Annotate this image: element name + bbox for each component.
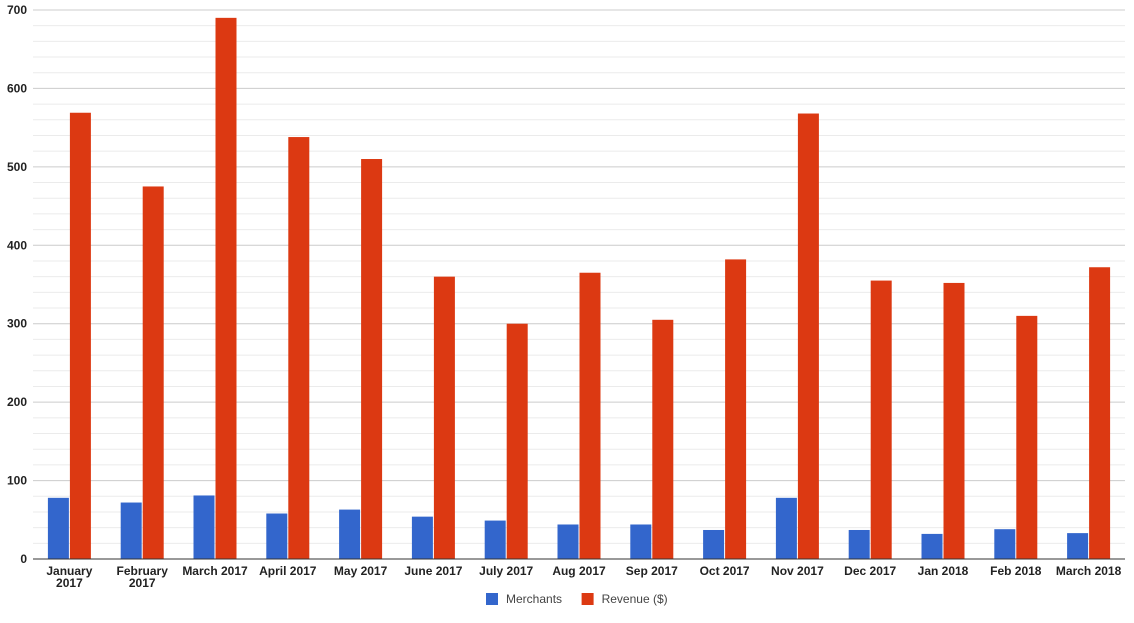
gridlines	[33, 9, 1125, 544]
legend-swatch-revenue	[581, 593, 594, 605]
x-tick-label: May 2017	[334, 564, 388, 578]
bar-revenue	[288, 137, 310, 559]
bar-revenue	[361, 159, 383, 559]
x-tick-label: Aug 2017	[552, 564, 606, 578]
legend-label-merchants: Merchants	[506, 592, 562, 606]
bar-merchants	[47, 497, 69, 559]
legend-label-revenue: Revenue ($)	[602, 592, 668, 606]
x-tick-label: March 2017	[182, 564, 248, 578]
bars	[47, 17, 1111, 560]
bar-revenue	[1016, 315, 1038, 559]
bar-merchants	[411, 516, 433, 559]
bar-merchants	[557, 524, 579, 559]
y-tick-label: 0	[20, 552, 27, 566]
y-tick-label: 300	[7, 317, 27, 331]
bar-merchants	[775, 497, 797, 559]
bar-merchants	[921, 533, 943, 559]
bar-merchants	[266, 513, 288, 559]
x-tick-label: Oct 2017	[700, 564, 750, 578]
bar-revenue	[652, 319, 674, 559]
bar-merchants	[703, 529, 725, 559]
y-tick-label: 700	[7, 3, 27, 17]
y-tick-label: 500	[7, 160, 27, 174]
x-tick-label: June 2017	[404, 564, 462, 578]
bar-revenue	[506, 323, 528, 559]
x-tick-label: July 2017	[479, 564, 533, 578]
x-tick-label: April 2017	[259, 564, 317, 578]
bar-revenue	[433, 276, 455, 559]
bar-merchants	[630, 524, 652, 559]
bar-revenue	[215, 17, 237, 560]
bar-merchants	[1067, 533, 1089, 559]
x-tick-label: February 2017	[117, 564, 169, 590]
bar-revenue	[943, 282, 965, 559]
x-tick-label: Nov 2017	[771, 564, 824, 578]
bar-revenue	[1089, 267, 1111, 559]
bar-merchants	[193, 495, 215, 559]
legend: Merchants Revenue ($)	[486, 592, 668, 606]
bar-merchants	[848, 529, 870, 559]
bar-merchants	[339, 509, 361, 559]
legend-swatch-merchants	[486, 593, 498, 605]
bar-merchants	[484, 520, 506, 559]
x-tick-label: Dec 2017	[844, 564, 896, 578]
x-tick-label: Jan 2018	[918, 564, 969, 578]
x-tick-label: January 2017	[46, 564, 92, 590]
x-tick-label: March 2018	[1056, 564, 1122, 578]
axes: 0 100 200 300 400 500 600 700 January 2017 Februar…	[7, 3, 1125, 590]
y-tick-label: 400	[7, 238, 27, 252]
bar-revenue	[579, 272, 601, 559]
y-tick-label: 200	[7, 395, 27, 409]
y-tick-label: 600	[7, 81, 27, 95]
bar-revenue	[797, 113, 819, 560]
bar-revenue	[870, 280, 892, 559]
x-tick-label: Sep 2017	[626, 564, 678, 578]
y-tick-label: 100	[7, 474, 27, 488]
bar-merchants	[120, 502, 142, 559]
x-tick-label: Feb 2018	[990, 564, 1042, 578]
bar-merchants	[994, 529, 1016, 559]
bar-revenue	[725, 259, 747, 559]
bar-revenue	[69, 112, 91, 560]
bar-revenue	[142, 186, 164, 559]
